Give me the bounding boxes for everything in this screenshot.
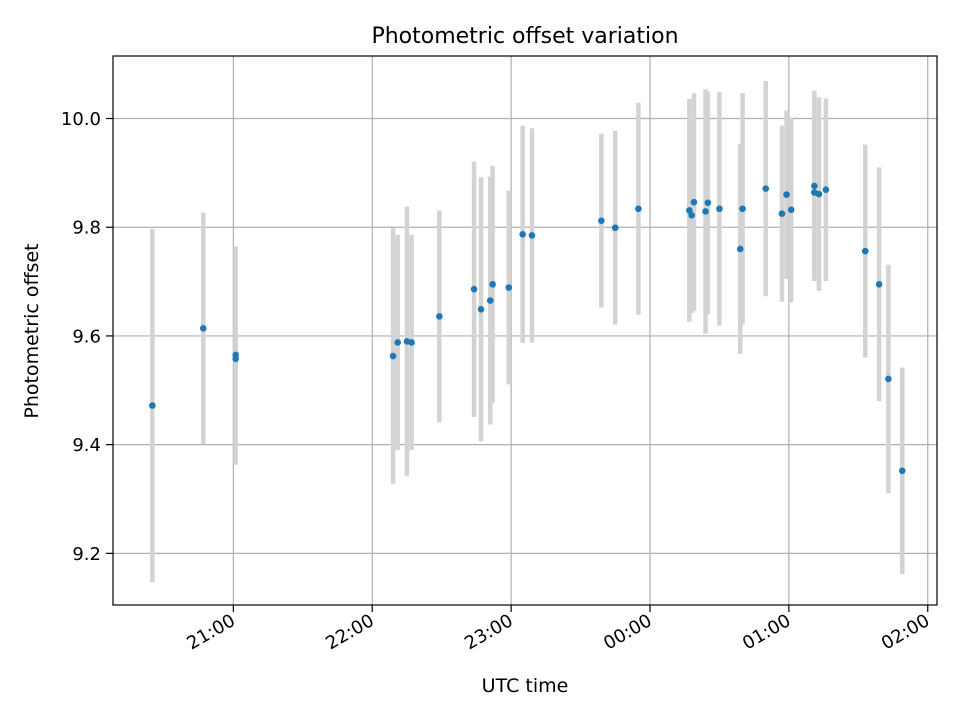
data-point [762, 185, 770, 192]
data-point [232, 351, 239, 359]
data-point [199, 325, 207, 332]
data-point [811, 182, 818, 190]
data-point [704, 199, 712, 207]
data-point [787, 206, 795, 214]
data-point [598, 217, 605, 224]
data-point [690, 198, 698, 206]
y-tick-label: 9.4 [72, 435, 101, 456]
data-point [611, 224, 619, 232]
data-point [519, 230, 526, 238]
data-points [149, 182, 906, 475]
data-point [528, 232, 536, 239]
y-tick-label: 10.0 [61, 109, 101, 130]
data-point [470, 285, 478, 293]
y-tick-label: 9.2 [72, 544, 101, 565]
y-axis: 9.2 9.4 9.6 9.8 10.0 [61, 109, 113, 565]
data-point [436, 313, 443, 320]
data-point [486, 297, 494, 304]
data-point [822, 186, 830, 194]
plot-frame [112, 55, 938, 606]
data-point [739, 205, 746, 213]
data-point [149, 402, 156, 409]
y-axis-label: Photometric offset [21, 243, 43, 418]
grid [113, 56, 937, 605]
data-point [505, 284, 513, 291]
data-point [783, 191, 790, 198]
data-point [875, 280, 883, 288]
data-point [688, 211, 695, 219]
data-point [815, 190, 823, 198]
y-tick-label: 9.6 [72, 326, 101, 347]
y-tick-label: 9.8 [72, 218, 101, 239]
data-point [389, 352, 397, 360]
data-point [408, 339, 415, 346]
data-point [898, 467, 906, 475]
x-axis-label: UTC time [482, 675, 569, 697]
data-point [861, 247, 869, 255]
data-point [716, 205, 723, 213]
chart-title: Photometric offset variation [371, 24, 678, 49]
data-point [394, 339, 401, 346]
data-point [702, 208, 709, 215]
data-point [778, 210, 786, 217]
data-point [885, 375, 892, 383]
data-point [477, 306, 485, 313]
data-point [489, 280, 496, 288]
data-point [635, 205, 642, 213]
data-point [686, 207, 693, 214]
data-point [736, 245, 744, 253]
